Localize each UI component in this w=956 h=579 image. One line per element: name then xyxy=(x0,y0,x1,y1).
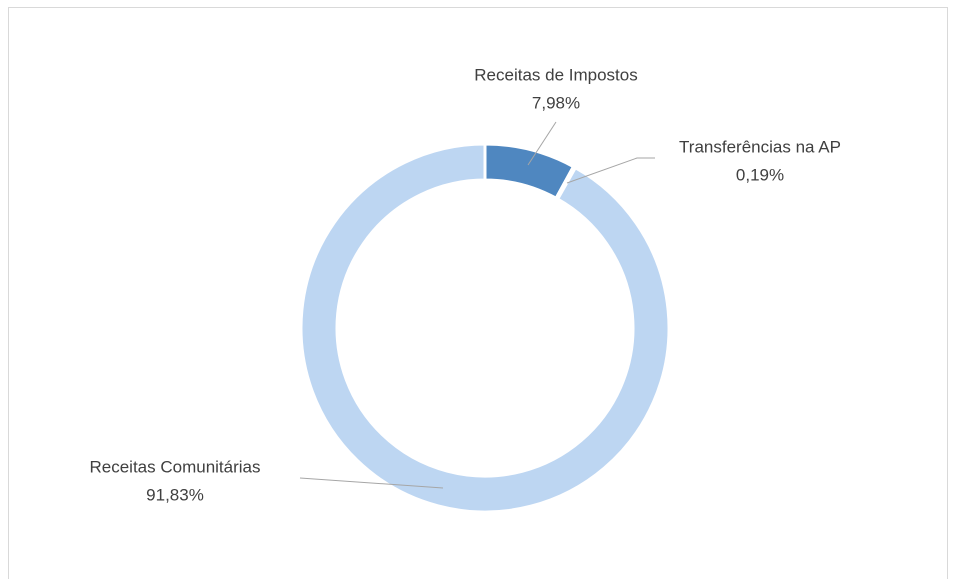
slice-value-label: 7,98% xyxy=(532,93,580,112)
leader-line xyxy=(299,477,444,489)
leader-line xyxy=(527,121,557,166)
slice-label: Receitas Comunitárias xyxy=(89,457,260,476)
slice-value-label: 91,83% xyxy=(146,485,204,504)
donut-slice xyxy=(299,142,671,514)
slice-value-label: 0,19% xyxy=(736,165,784,184)
slice-label: Transferências na AP xyxy=(679,137,841,156)
leader-line xyxy=(566,157,655,184)
slice-label: Receitas de Impostos xyxy=(474,65,637,84)
